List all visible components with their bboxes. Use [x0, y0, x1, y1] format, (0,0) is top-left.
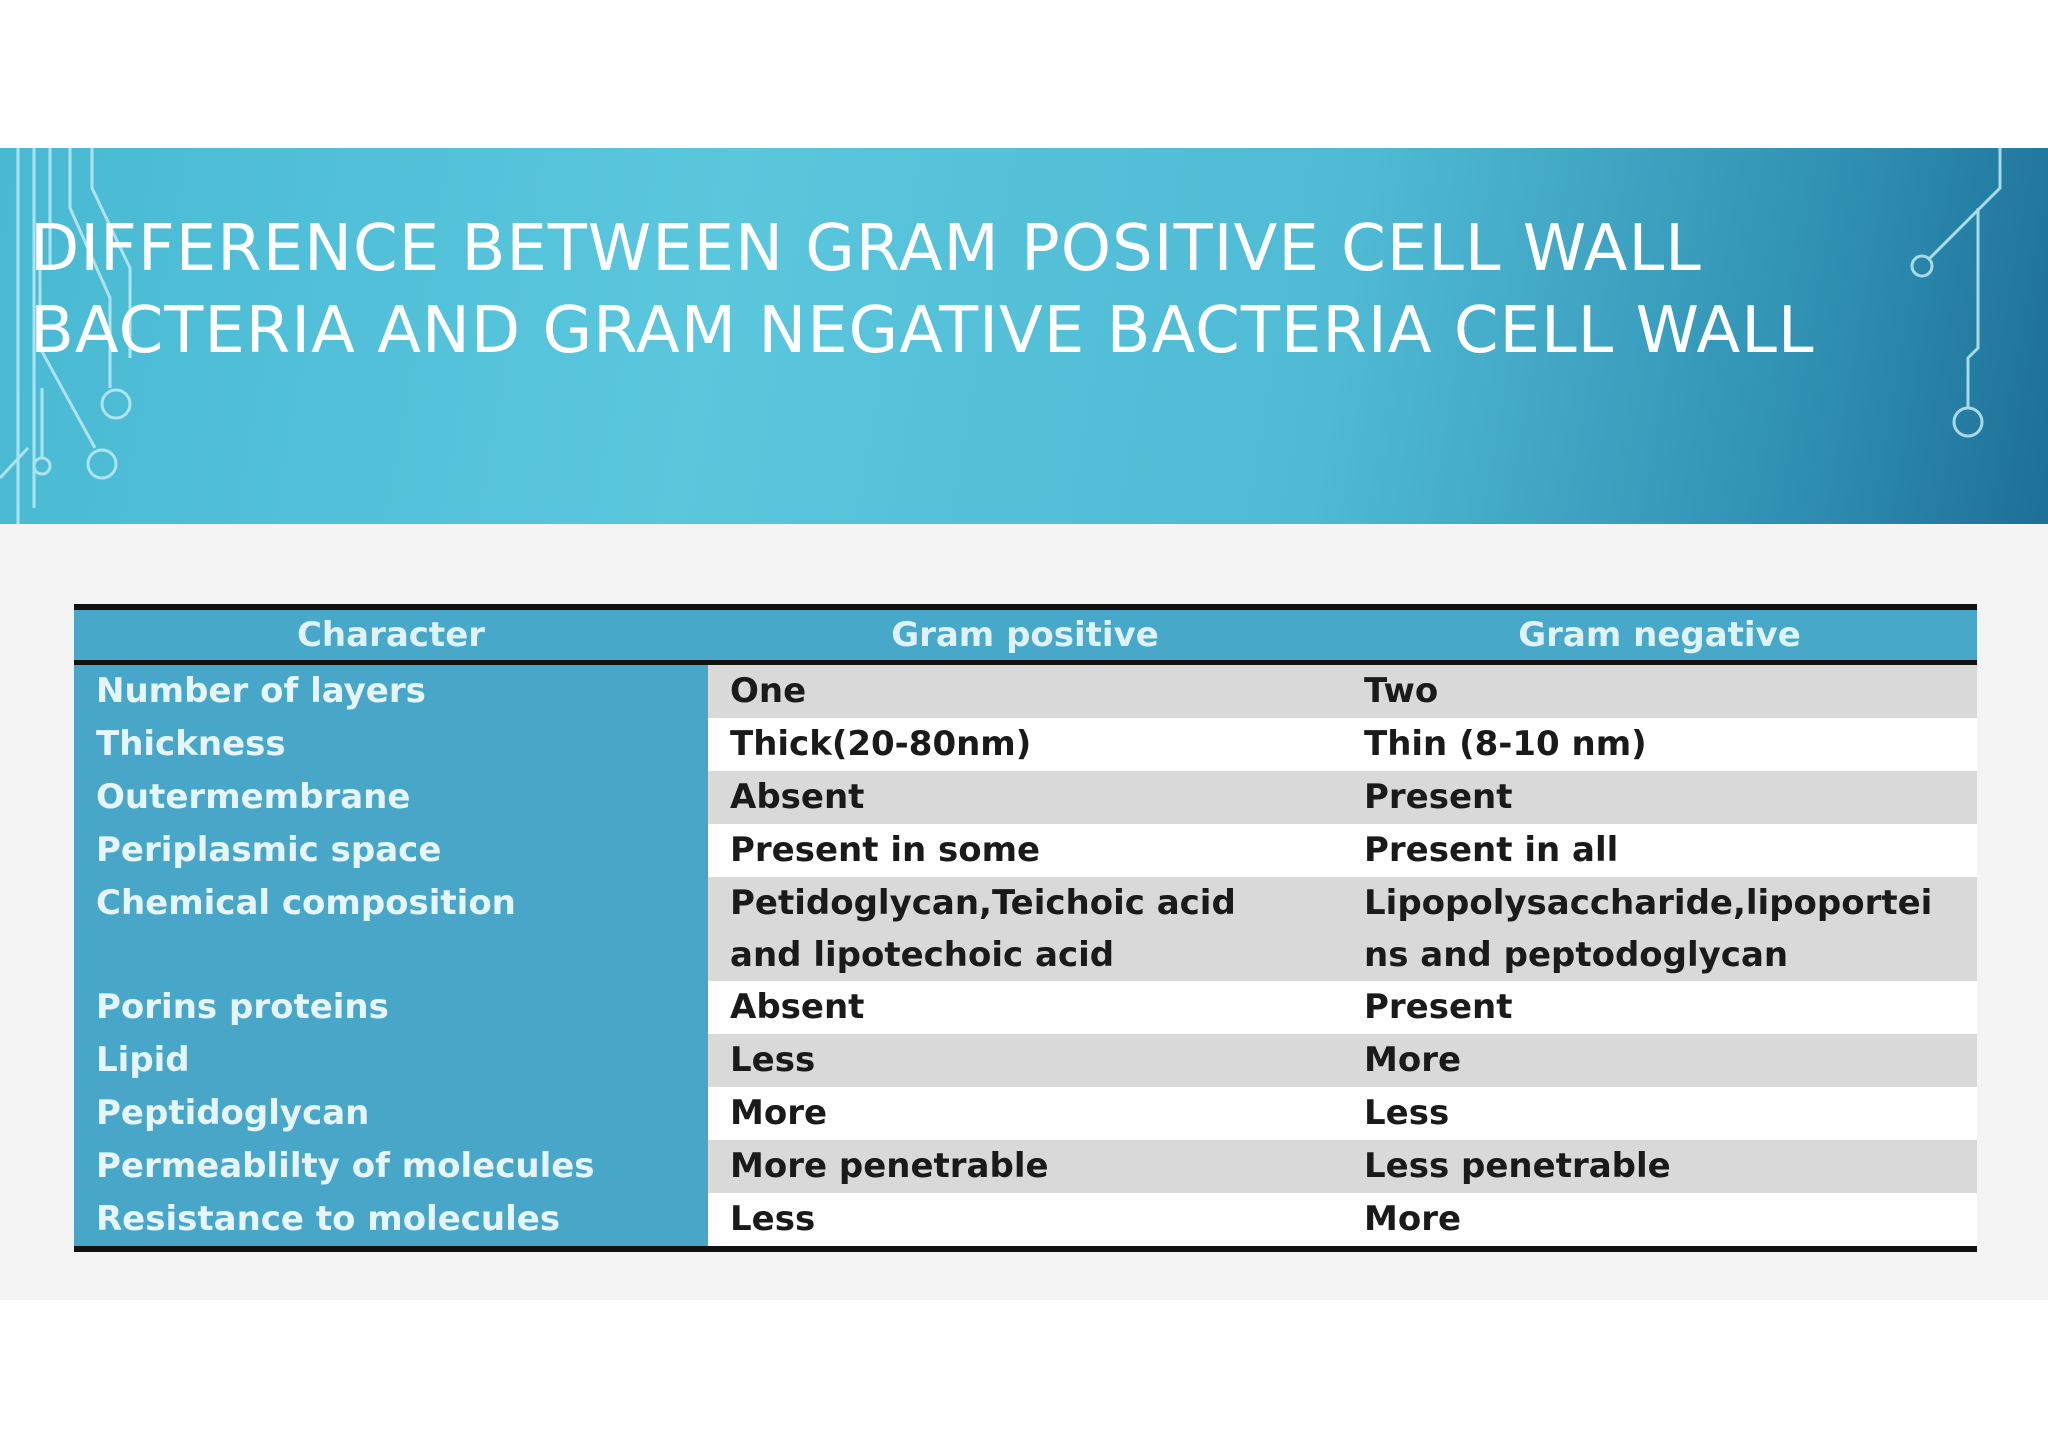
- gram-positive-cell: Present in some: [708, 824, 1342, 877]
- header-gram-positive: Gram positive: [708, 607, 1342, 665]
- character-cell: Outermembrane: [74, 771, 708, 824]
- table-row: Thickness Thick(20-80nm) Thin (8-10 nm): [74, 718, 1977, 771]
- table-row: Chemical composition Petidoglycan,Teicho…: [74, 877, 1977, 981]
- gram-positive-cell: Thick(20-80nm): [708, 718, 1342, 771]
- gram-negative-cell: Less penetrable: [1342, 1140, 1977, 1193]
- gram-negative-cell: Lipopolysaccharide,lipoportei ns and pep…: [1342, 877, 1977, 981]
- gram-positive-cell: Absent: [708, 981, 1342, 1034]
- gram-positive-cell: One: [708, 662, 1342, 718]
- slide-content: Character Gram positive Gram negative Nu…: [0, 524, 2048, 1300]
- gram-positive-cell: Petidoglycan,Teichoic acid and lipotecho…: [708, 877, 1342, 981]
- character-cell: Peptidoglycan: [74, 1087, 708, 1140]
- gram-negative-cell: Thin (8-10 nm): [1342, 718, 1977, 771]
- character-cell: Permeablilty of molecules: [74, 1140, 708, 1193]
- gram-negative-cell: Less: [1342, 1087, 1977, 1140]
- gram-negative-cell: Two: [1342, 662, 1977, 718]
- character-cell: Thickness: [74, 718, 708, 771]
- title-banner: Difference between gram positive cell wa…: [0, 148, 2048, 524]
- character-cell: Chemical composition: [74, 877, 708, 981]
- table-row: Number of layers One Two: [74, 662, 1977, 718]
- gram-positive-cell: Less: [708, 1034, 1342, 1087]
- table-row: Lipid Less More: [74, 1034, 1977, 1087]
- table-row: Permeablilty of molecules More penetrabl…: [74, 1140, 1977, 1193]
- gram-negative-cell: Present: [1342, 771, 1977, 824]
- gram-negative-cell: Present in all: [1342, 824, 1977, 877]
- character-cell: Lipid: [74, 1034, 708, 1087]
- table-row: Resistance to molecules Less More: [74, 1193, 1977, 1249]
- gram-negative-cell: More: [1342, 1034, 1977, 1087]
- table-row: Periplasmic space Present in some Presen…: [74, 824, 1977, 877]
- gram-positive-cell: Absent: [708, 771, 1342, 824]
- header-gram-negative: Gram negative: [1342, 607, 1977, 665]
- character-cell: Periplasmic space: [74, 824, 708, 877]
- gram-positive-cell: More penetrable: [708, 1140, 1342, 1193]
- table-row: Peptidoglycan More Less: [74, 1087, 1977, 1140]
- table-row: Porins proteins Absent Present: [74, 981, 1977, 1034]
- slide-title: Difference between gram positive cell wa…: [30, 212, 1815, 368]
- table-row: Outermembrane Absent Present: [74, 771, 1977, 824]
- gram-negative-cell: More: [1342, 1193, 1977, 1249]
- gram-positive-cell: More: [708, 1087, 1342, 1140]
- character-cell: Porins proteins: [74, 981, 708, 1034]
- circuit-decoration-icon: [0, 148, 2002, 524]
- table-header-row: Character Gram positive Gram negative: [74, 607, 1977, 665]
- header-character: Character: [74, 607, 708, 665]
- character-cell: Resistance to molecules: [74, 1193, 708, 1249]
- comparison-table: Character Gram positive Gram negative Nu…: [74, 604, 1977, 1252]
- character-cell: Number of layers: [74, 662, 708, 718]
- gram-negative-cell: Present: [1342, 981, 1977, 1034]
- gram-positive-cell: Less: [708, 1193, 1342, 1249]
